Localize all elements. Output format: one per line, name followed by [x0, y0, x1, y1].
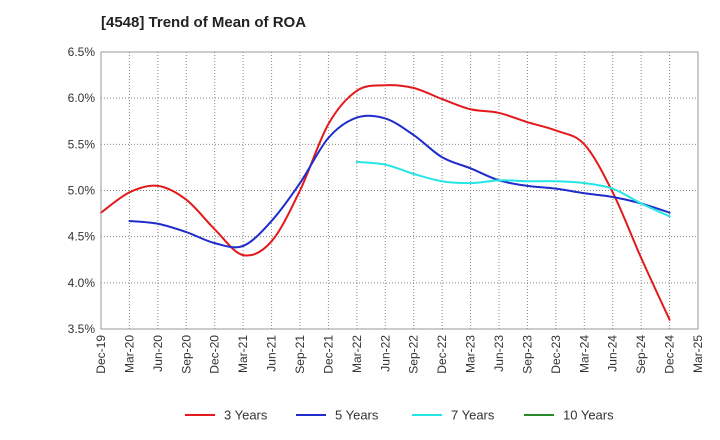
y-tick-label: 5.5% [68, 137, 96, 151]
x-tick-label: Mar-20 [122, 335, 136, 373]
legend: 3 Years 5 Years 7 Years 10 Years [185, 408, 614, 423]
x-tick-label: Dec-24 [663, 335, 677, 374]
x-tick-label: Jun-21 [265, 335, 279, 372]
x-tick-label: Jun-22 [378, 335, 392, 372]
y-tick-label: 6.0% [68, 91, 96, 105]
series-line-5-years [128, 114, 671, 249]
gridlines [100, 51, 699, 330]
y-tick-label: 3.5% [68, 322, 96, 336]
x-tick-label: Sep-21 [293, 335, 307, 374]
x-tick-label: Dec-19 [94, 335, 108, 374]
legend-label-5-years: 5 Years [335, 408, 379, 423]
x-tick-label: Sep-23 [520, 335, 534, 374]
x-tick-label: Sep-22 [407, 335, 421, 374]
x-tick-label: Dec-23 [549, 335, 563, 374]
plot-border [100, 51, 699, 330]
legend-label-7-years: 7 Years [451, 408, 495, 423]
series-lines [100, 84, 671, 321]
y-tick-label: 5.0% [68, 184, 96, 198]
series-line-3-years [100, 84, 671, 321]
chart-title: [4548] Trend of Mean of ROA [101, 14, 307, 31]
y-tick-label: 4.0% [68, 276, 96, 290]
x-tick-label: Mar-21 [236, 335, 250, 373]
x-tick-label: Dec-22 [435, 335, 449, 374]
x-tick-label: Sep-24 [634, 335, 648, 374]
x-tick-label: Jun-20 [151, 335, 165, 372]
x-tick-label: Sep-20 [179, 335, 193, 374]
x-tick-label: Mar-23 [464, 335, 478, 373]
series-line-7-years [355, 160, 671, 218]
y-tick-label: 6.5% [68, 45, 96, 59]
x-tick-label: Jun-24 [606, 335, 620, 372]
y-axis-ticks: 3.5% 4.0% 4.5% 5.0% 5.5% 6.0% 6.5% [68, 45, 96, 336]
x-tick-label: Dec-21 [321, 335, 335, 374]
x-tick-label: Mar-25 [691, 335, 705, 373]
y-tick-label: 4.5% [68, 230, 96, 244]
legend-label-3-years: 3 Years [224, 408, 268, 423]
x-tick-label: Mar-22 [350, 335, 364, 373]
x-tick-label: Mar-24 [577, 335, 591, 373]
legend-label-10-years: 10 Years [563, 408, 614, 423]
x-tick-label: Dec-20 [208, 335, 222, 374]
x-axis-ticks: Dec-19 Mar-20 Jun-20 Sep-20 Dec-20 Mar-21 Jun-… [94, 335, 705, 374]
x-tick-label: Jun-23 [492, 335, 506, 372]
